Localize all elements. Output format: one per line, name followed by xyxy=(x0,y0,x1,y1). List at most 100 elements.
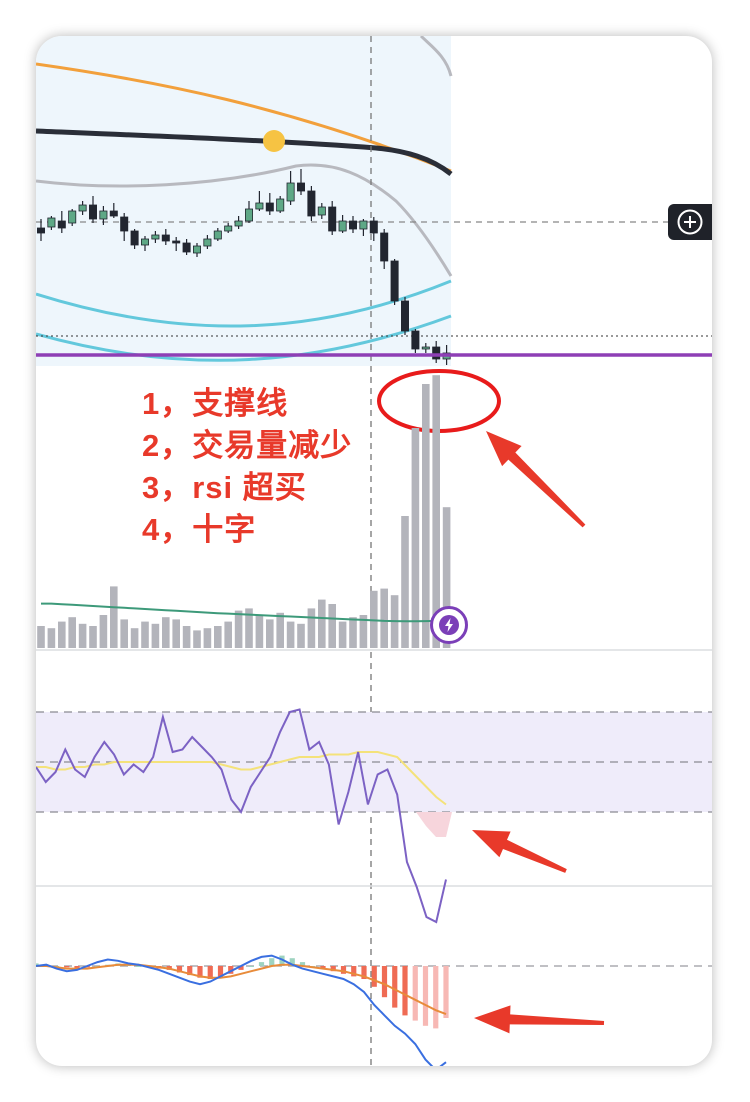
volume-bar xyxy=(286,621,295,648)
candle-body xyxy=(359,220,368,230)
volume-bar xyxy=(359,615,368,648)
candle-body xyxy=(57,220,66,229)
volume-bar xyxy=(318,599,326,648)
candle-body xyxy=(141,238,150,246)
candle-body xyxy=(182,242,191,253)
volume-bar xyxy=(422,384,430,648)
candle-body xyxy=(192,245,201,254)
macd-histogram-bar xyxy=(320,966,326,969)
volume-bar xyxy=(224,621,232,648)
candle-body xyxy=(234,220,243,227)
volume-moving-average xyxy=(41,602,447,623)
macd-histogram-bar xyxy=(289,958,295,966)
macd-histogram-bar xyxy=(258,962,265,966)
volume-bar xyxy=(276,612,284,648)
candle-body xyxy=(307,190,316,217)
candle-body xyxy=(78,204,87,212)
macd-histogram-bar xyxy=(351,966,357,977)
macd-signal-line xyxy=(36,963,447,1016)
candle-body xyxy=(120,216,129,232)
annotation-rsi-overbought: 3，rsi 超买 xyxy=(142,470,307,505)
volume-bar xyxy=(89,626,97,648)
volume-bar xyxy=(307,608,316,648)
bollinger-lower-outer xyxy=(36,314,452,362)
volume-bar xyxy=(338,621,347,648)
macd-histogram-bar xyxy=(64,966,70,968)
volume-bar xyxy=(255,615,264,648)
candle-body xyxy=(255,202,264,210)
macd-histogram-bar xyxy=(207,966,213,979)
volume-bar xyxy=(130,628,139,648)
macd-histogram-bar xyxy=(238,966,244,970)
volume-bar xyxy=(442,507,451,648)
macd-histogram-bar xyxy=(340,966,347,974)
macd-histogram-bar xyxy=(443,966,449,1018)
candle-body xyxy=(328,206,337,232)
macd-histogram-bar xyxy=(269,958,275,966)
macd-histogram-bar xyxy=(299,962,306,966)
candle-body xyxy=(421,346,430,350)
candle-body xyxy=(390,260,399,302)
macd-histogram-bar xyxy=(371,966,377,987)
plus-circle-icon[interactable] xyxy=(668,204,712,240)
candle-body xyxy=(411,330,420,350)
candle-body xyxy=(68,210,77,224)
macd-histogram-bar xyxy=(197,966,203,978)
annotation-support-line: 1，支撑线 xyxy=(142,386,289,421)
chart-card: 1，支撑线 2，交易量减少 3，rsi 超买 4，十字 xyxy=(36,36,712,1066)
candle-body xyxy=(130,230,139,246)
macd-histogram-bar xyxy=(433,966,439,1029)
rsi-line xyxy=(36,708,447,924)
candle-body xyxy=(265,202,274,212)
arrow-to-rsi xyxy=(472,830,567,873)
candle-body xyxy=(213,230,222,240)
macd-histogram-bar xyxy=(361,966,367,979)
volume-bar xyxy=(141,621,149,648)
volume-bar xyxy=(245,608,253,648)
candle-body xyxy=(400,300,409,332)
trading-chart[interactable] xyxy=(36,36,712,1066)
candle-body xyxy=(317,206,326,216)
volume-bar xyxy=(401,516,409,648)
candle-body xyxy=(244,208,253,222)
annotation-doji-cross: 4，十字 xyxy=(142,512,257,547)
volume-bar xyxy=(37,626,45,648)
price-shaded-region xyxy=(36,36,451,366)
candle-body xyxy=(172,240,181,244)
candle-body xyxy=(47,217,56,228)
macd-histogram-bar xyxy=(217,966,224,977)
volume-bar xyxy=(432,375,440,648)
lightning-bolt-icon[interactable] xyxy=(430,606,468,644)
macd-histogram-bar xyxy=(176,966,183,973)
volume-bar xyxy=(110,586,118,648)
candle-body xyxy=(296,182,305,192)
bollinger-upper xyxy=(419,36,453,77)
candle-body xyxy=(338,220,347,232)
macd-histogram-bar xyxy=(74,966,80,969)
signal-marker xyxy=(263,130,285,152)
candle-body xyxy=(380,232,389,262)
volume-bar xyxy=(328,604,336,648)
volume-bar xyxy=(162,617,170,648)
volume-bar xyxy=(193,630,201,648)
macd-histogram-bar xyxy=(422,966,429,1026)
volume-bar xyxy=(203,628,212,648)
macd-histogram-bar xyxy=(392,966,398,1008)
volume-bar xyxy=(99,615,108,648)
macd-histogram-bar xyxy=(381,966,388,998)
volume-bar xyxy=(172,619,180,648)
candle-body xyxy=(224,225,233,232)
candle-body xyxy=(432,346,441,360)
rsi-signal-line xyxy=(36,751,447,806)
candle-body xyxy=(99,210,108,220)
macd-histogram-bar xyxy=(228,966,234,974)
volume-bar xyxy=(68,617,76,648)
macd-histogram-bar xyxy=(330,966,336,972)
candle-body xyxy=(89,204,98,220)
candle-body xyxy=(109,210,118,217)
volume-bar xyxy=(78,623,87,648)
candle-body xyxy=(36,227,45,234)
volume-bar xyxy=(214,626,222,648)
moving-average-mid xyxy=(36,128,453,176)
volume-bar xyxy=(349,617,357,648)
